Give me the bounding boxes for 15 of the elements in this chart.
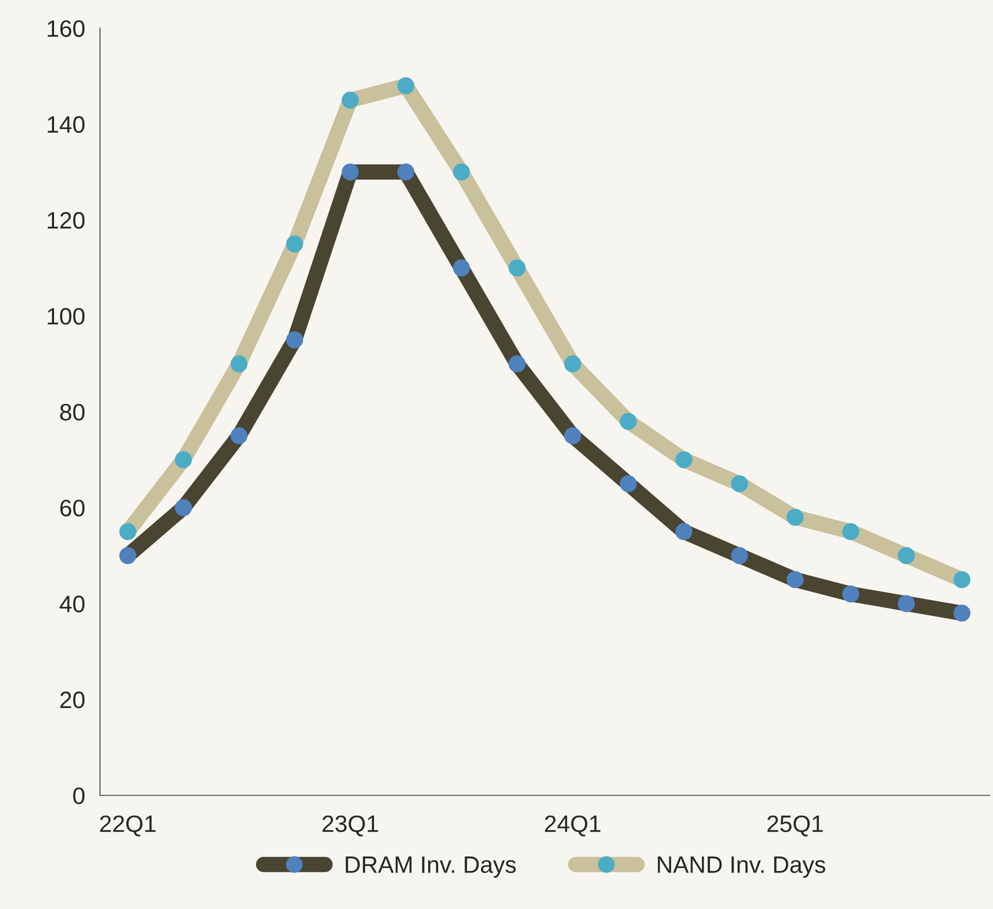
x-tick-label: 24Q1: [544, 815, 600, 836]
legend-label: NAND Inv. Days: [658, 856, 826, 878]
y-tick-label: 100: [48, 308, 84, 325]
y-tick-label: 140: [48, 116, 84, 133]
y-tick-label: 60: [60, 500, 84, 516]
legend-label: DRAM Inv. Days: [346, 856, 516, 878]
x-tick-label: 22Q1: [100, 815, 156, 836]
y-tick-label: 80: [60, 404, 84, 421]
x-tick-label: 23Q1: [322, 815, 378, 836]
y-tick-label: 0: [73, 787, 84, 804]
y-tick-label: 40: [60, 596, 84, 612]
y-tick-label: 120: [48, 212, 84, 229]
y-tick-label: 160: [48, 20, 84, 37]
x-tick-label: 25Q1: [767, 815, 823, 836]
y-tick-label: 20: [60, 692, 84, 708]
